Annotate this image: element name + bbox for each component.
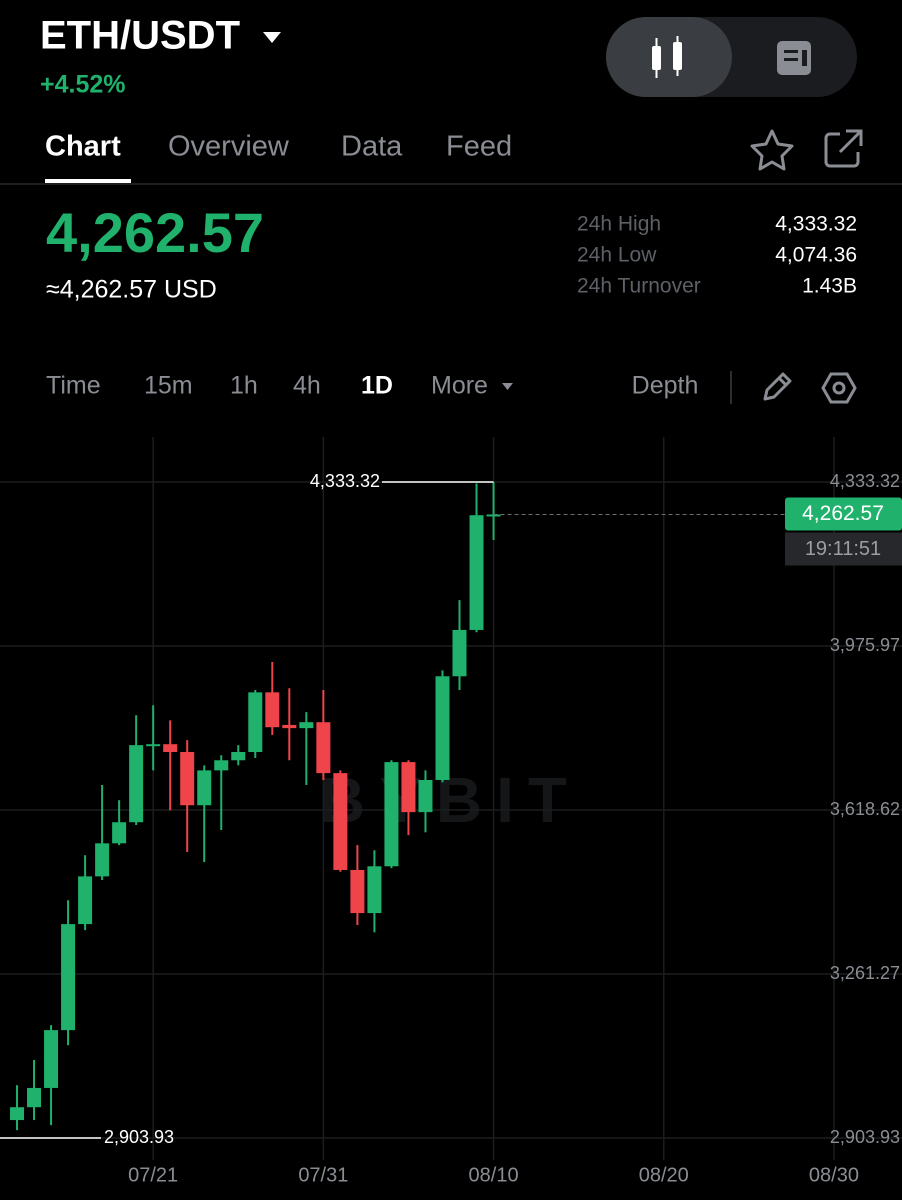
stat-label: 24h High	[577, 213, 661, 236]
interval[interactable]: 15m	[144, 372, 193, 400]
countdown: 19:11:51	[805, 538, 881, 560]
interval[interactable]: More	[431, 372, 488, 400]
last-price: 4,262.57	[46, 201, 264, 264]
view-toggle[interactable]	[606, 17, 857, 97]
interval[interactable]: Time	[46, 372, 101, 400]
draw-icon[interactable]	[763, 372, 792, 401]
candle-body	[486, 514, 501, 517]
interval[interactable]: 1h	[230, 372, 258, 400]
candle-body	[299, 722, 314, 729]
symbol-dropdown[interactable]	[263, 32, 281, 43]
y-tick-label: 2,903.93	[830, 1127, 900, 1147]
tab[interactable]: Data	[341, 131, 403, 163]
last-price-tag	[785, 497, 902, 531]
candle-body	[316, 722, 331, 774]
depth-button[interactable]: Depth	[632, 372, 699, 400]
annotation-label: 4,333.32	[310, 471, 380, 491]
countdown-tag	[785, 532, 902, 566]
tab-underline	[45, 179, 131, 183]
candle-icon	[652, 36, 682, 78]
candle-body	[282, 724, 297, 729]
y-tick-label: 3,261.27	[830, 963, 900, 983]
y-tick-label: 3,618.62	[830, 799, 900, 819]
candle-body	[27, 1087, 42, 1108]
share-icon[interactable]	[824, 129, 863, 168]
candle-body	[78, 876, 93, 925]
candle-body	[61, 924, 76, 1031]
x-tick-label: 08/20	[639, 1164, 689, 1186]
stat-value: 4,074.36	[775, 244, 857, 267]
stat-label: 24h Low	[577, 244, 657, 267]
interval[interactable]: 1D	[361, 372, 393, 400]
chart: BYBIT 07/21 07/31 08/10 08/20 08/30 2,903.93 3,…	[0, 437, 902, 1186]
annotation-label: 2,903.93	[104, 1127, 174, 1147]
candle-body	[112, 822, 127, 844]
candle-body	[146, 744, 161, 747]
candle-body	[384, 762, 399, 867]
tab[interactable]: Feed	[446, 131, 512, 163]
candle-body	[435, 676, 450, 781]
candle-body	[44, 1030, 59, 1088]
candle-body	[350, 869, 365, 914]
stat-label: 24h Turnover	[577, 275, 701, 298]
tab[interactable]: Chart	[45, 131, 121, 163]
tab[interactable]: Overview	[168, 131, 290, 163]
candle-body	[265, 692, 280, 728]
stat-value: 1.43B	[802, 275, 857, 298]
star-icon[interactable]	[750, 129, 794, 171]
doc-icon[interactable]	[777, 41, 811, 75]
candle-body	[163, 744, 178, 753]
y-tick-label: 3,975.97	[830, 635, 900, 655]
settings-icon[interactable]	[821, 372, 857, 404]
candle-body	[180, 752, 195, 806]
symbol[interactable]: ETH/USDT	[40, 14, 240, 58]
x-tick-label: 07/31	[298, 1164, 348, 1186]
x-tick-label: 08/30	[809, 1164, 859, 1186]
candle-body	[197, 770, 212, 806]
candle-body	[452, 629, 467, 677]
candle-body	[248, 692, 263, 753]
candle-body	[95, 843, 110, 877]
more-dropdown[interactable]	[502, 383, 513, 390]
toggle-active[interactable]	[606, 17, 732, 97]
candle-body	[401, 762, 416, 813]
usd-price: ≈4,262.57 USD	[46, 276, 217, 304]
candle-body	[367, 866, 382, 914]
candle-body	[214, 760, 229, 771]
candle-body	[231, 752, 246, 761]
x-tick-label: 08/10	[469, 1164, 519, 1186]
change: +4.52%	[40, 71, 126, 99]
candle-body	[333, 773, 348, 870]
watermark: BYBIT	[319, 764, 581, 836]
last-price-label: 4,262.57	[802, 502, 884, 525]
candle-body	[10, 1107, 25, 1121]
y-tick-label: 4,333.32	[830, 471, 900, 491]
interval[interactable]: 4h	[293, 372, 321, 400]
x-tick-label: 07/21	[128, 1164, 178, 1186]
stat-value: 4,333.32	[775, 213, 857, 236]
candle-body	[469, 515, 484, 630]
candle-body	[418, 780, 433, 813]
candle-body	[129, 745, 144, 823]
